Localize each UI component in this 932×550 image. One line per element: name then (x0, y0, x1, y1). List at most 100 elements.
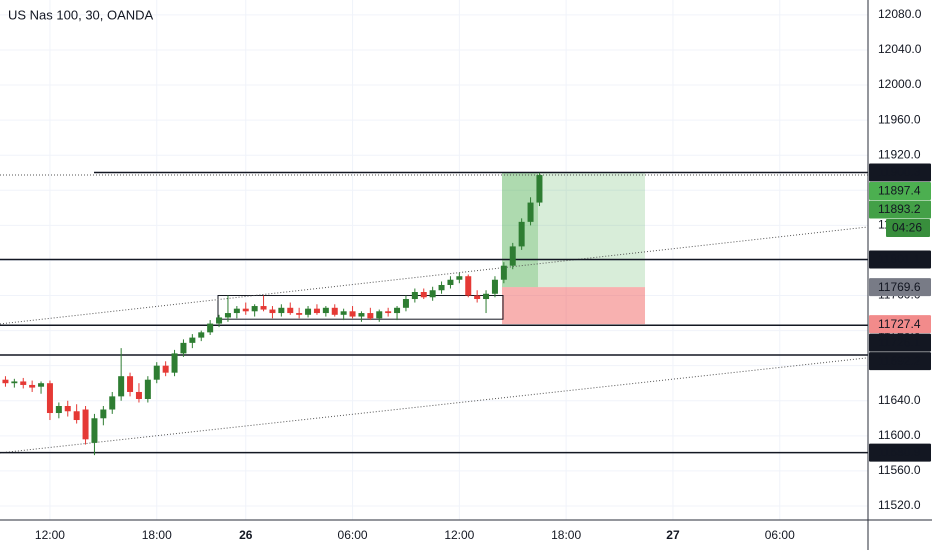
candle-body (162, 365, 169, 373)
candle-body (11, 381, 18, 384)
candle-body (456, 276, 463, 280)
axes: 11520.011560.011600.011640.011680.011720… (35, 7, 931, 542)
y-tick-label: 11520.0 (878, 498, 921, 512)
candle-body (491, 279, 498, 294)
candle-body (349, 311, 356, 317)
candle-body (20, 381, 27, 385)
x-tick-label: 27 (666, 528, 680, 542)
candle-body (127, 376, 134, 392)
x-tick-label: 06:00 (765, 528, 795, 542)
candle-body (402, 299, 409, 308)
y-tick-label: 12040.0 (878, 42, 922, 56)
candle-body (171, 353, 178, 373)
price-label-box (869, 200, 931, 219)
candle-body (38, 383, 45, 387)
candle-body (313, 308, 320, 314)
x-tick-label: 12:00 (444, 528, 474, 542)
candle-body (500, 265, 507, 280)
price-label-box (869, 250, 931, 269)
candle-body (224, 313, 231, 318)
x-tick-label: 18:00 (551, 528, 581, 542)
candle-body (287, 307, 294, 314)
y-tick-label: 11640.0 (878, 393, 921, 407)
candle-body (331, 307, 338, 315)
price-label-box (869, 333, 931, 352)
candle-body (109, 396, 116, 410)
candle-body (242, 308, 249, 312)
candle-body (483, 293, 490, 300)
chart-title: US Nas 100, 30, OANDA (8, 7, 154, 22)
price-label: 11727.4 (878, 317, 921, 331)
x-tick-label: 12:00 (35, 528, 65, 542)
y-tick-label: 12080.0 (878, 7, 922, 21)
candle-body (135, 391, 142, 399)
candle-body (260, 306, 267, 310)
candle-body (305, 308, 312, 315)
candle-body (46, 383, 53, 414)
y-tick-label: 11920.0 (878, 147, 921, 161)
x-tick-label: 18:00 (142, 528, 172, 542)
candle-body (322, 307, 329, 314)
candle-body (447, 279, 454, 285)
candle-body (509, 246, 516, 266)
price-label-box (869, 278, 931, 297)
candle-body (465, 276, 472, 296)
candle-body (527, 202, 534, 222)
candle-body (429, 290, 436, 298)
candle-body (340, 311, 347, 315)
candle-body (376, 311, 383, 319)
candle-body (296, 313, 303, 315)
price-label-box (869, 443, 931, 462)
x-tick-label: 06:00 (338, 528, 368, 542)
price-label: 11769.6 (878, 280, 921, 294)
price-label: 11692.2 (878, 354, 921, 368)
candle-body (91, 418, 98, 443)
price-label: 11726.1 (878, 335, 921, 349)
price-label-box (869, 352, 931, 371)
candle-body (2, 379, 9, 384)
candle-body (278, 307, 285, 314)
candle-body (536, 175, 543, 203)
price-label-box (869, 181, 931, 200)
candle-body (474, 295, 481, 300)
candle-body (358, 313, 365, 317)
price-label-box (869, 163, 931, 182)
y-tick-label: 11600.0 (878, 428, 921, 442)
candle-body (144, 379, 151, 399)
candle-body (82, 409, 89, 440)
price-label: 11897.4 (878, 184, 921, 198)
candle-body (411, 292, 418, 300)
candle-body (73, 411, 80, 421)
position-stop-zone (502, 287, 645, 325)
candle-body (394, 307, 401, 314)
candle-body (198, 332, 205, 338)
candle-body (180, 342, 187, 354)
price-label-box (886, 218, 930, 237)
candle-body (233, 308, 240, 314)
y-tick-label: 11960.0 (878, 112, 921, 126)
candle-body (420, 292, 427, 298)
price-label-box (869, 315, 931, 334)
position-target-zone (502, 172, 645, 288)
candle-body (216, 317, 223, 324)
candle-body (518, 221, 525, 247)
candle-body (269, 309, 276, 314)
price-label: 11893.2 (878, 202, 921, 216)
candle-body (385, 311, 392, 314)
price-label: 11580.9 (878, 445, 921, 459)
candle-body (438, 284, 445, 291)
candle-body (29, 384, 36, 388)
candle-body (189, 337, 196, 343)
candle-body (118, 376, 125, 397)
price-label: 04:26 (892, 221, 922, 235)
candle-body (64, 406, 71, 412)
candle-body (55, 406, 62, 414)
y-tick-label: 12000.0 (878, 77, 922, 91)
candle-body (100, 409, 107, 419)
plot (0, 171, 869, 456)
candle-body (153, 365, 160, 380)
range-box (217, 295, 504, 320)
